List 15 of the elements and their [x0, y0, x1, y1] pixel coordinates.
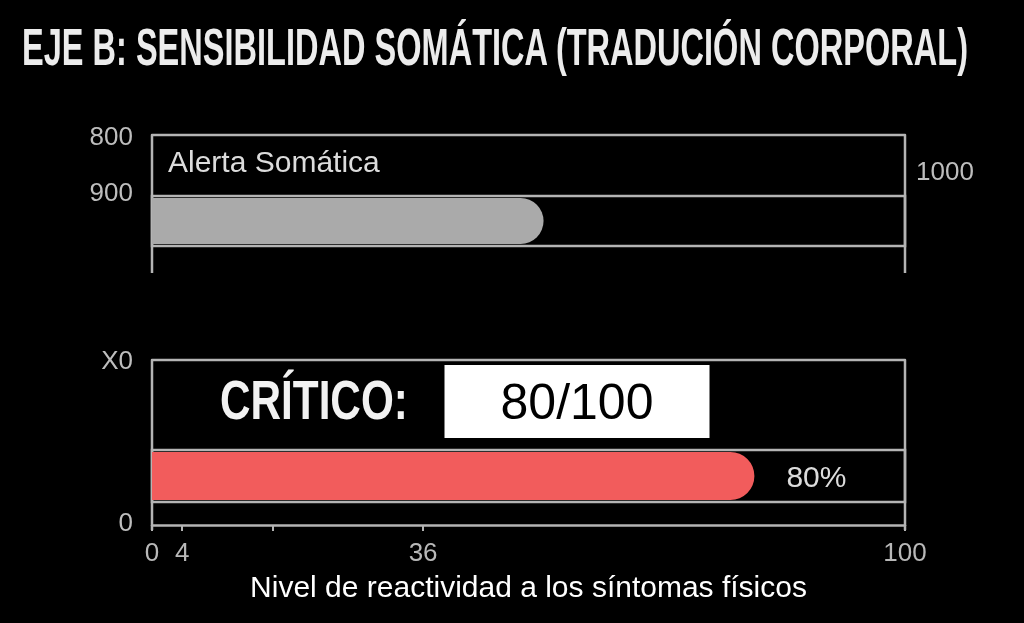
- text: 900: [89, 177, 133, 207]
- text: 1000: [916, 156, 974, 186]
- text: 800: [89, 121, 133, 151]
- text: X0: [101, 345, 133, 375]
- chart-title: EJE B: SENSIBILIDAD SOMÁTICA (TRADUCIÓN CORPORAL): [22, 18, 968, 76]
- x-tick-label: 100: [883, 537, 927, 567]
- data-label: 80%: [786, 459, 847, 493]
- text: Alerta Somática: [168, 144, 381, 178]
- x-tick-label: 36: [408, 537, 438, 567]
- annotation: CRÍTICO:: [220, 368, 408, 432]
- x-axis-title: Nivel de reactividad a los síntomas físicos: [250, 569, 807, 603]
- x-tick-label: 4: [174, 537, 190, 567]
- text: 0: [118, 507, 133, 537]
- x-tick-label: 0: [144, 537, 160, 567]
- annotation: 80/100: [500, 373, 654, 430]
